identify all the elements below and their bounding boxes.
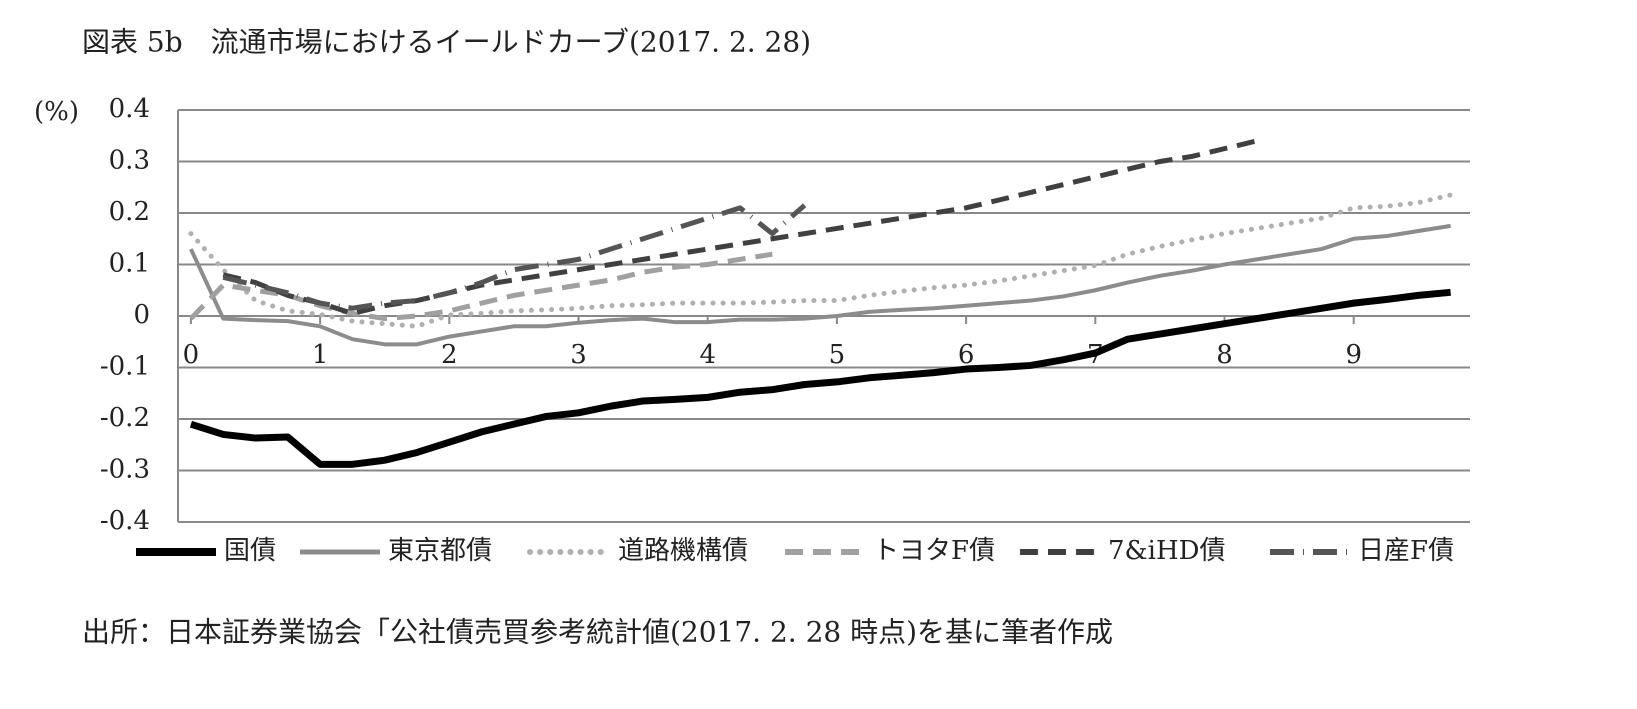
- series-line: [222, 203, 807, 311]
- x-tick-label: 6: [958, 340, 975, 370]
- y-tick-label: 0.2: [109, 197, 150, 227]
- y-tick-label: -0.2: [100, 403, 150, 433]
- y-tick-label: -0.1: [100, 352, 150, 382]
- x-tick-label: 0: [183, 340, 200, 370]
- x-tick-label: 5: [829, 340, 846, 370]
- x-tick-label: 2: [441, 340, 458, 370]
- chart-title: 図表 5b 流通市場におけるイールドカーブ(2017. 2. 28): [82, 26, 811, 59]
- y-axis-label: (%): [34, 97, 79, 127]
- legend-label: 日産F債: [1358, 536, 1454, 566]
- legend-label: トヨタF債: [873, 536, 995, 566]
- legend-label: 7&iHD債: [1108, 536, 1226, 566]
- y-tick-label: 0: [133, 300, 150, 330]
- legend-label: 国債: [224, 536, 276, 566]
- series-line: [189, 251, 773, 322]
- series-line: [188, 192, 1454, 329]
- x-tick-label: 1: [312, 340, 329, 370]
- source-note: 出所：日本証券業協会「公社債売買参考統計値(2017. 2. 28 時点)を基に…: [82, 616, 1113, 649]
- x-tick-label: 3: [570, 340, 587, 370]
- y-tick-label: 0.4: [109, 94, 150, 124]
- x-tick-label: 4: [699, 340, 716, 370]
- legend-label: 道路機構債: [618, 536, 748, 566]
- y-tick-label: -0.3: [100, 455, 150, 485]
- y-tick-label: 0.1: [109, 249, 150, 279]
- y-tick-label: -0.4: [100, 506, 150, 536]
- x-tick-label: 8: [1216, 340, 1233, 370]
- series-line: [189, 223, 1451, 347]
- legend-label: 東京都債: [388, 536, 492, 566]
- series-line: [189, 288, 1451, 468]
- y-tick-label: 0.3: [109, 146, 150, 176]
- x-tick-label: 9: [1345, 340, 1362, 370]
